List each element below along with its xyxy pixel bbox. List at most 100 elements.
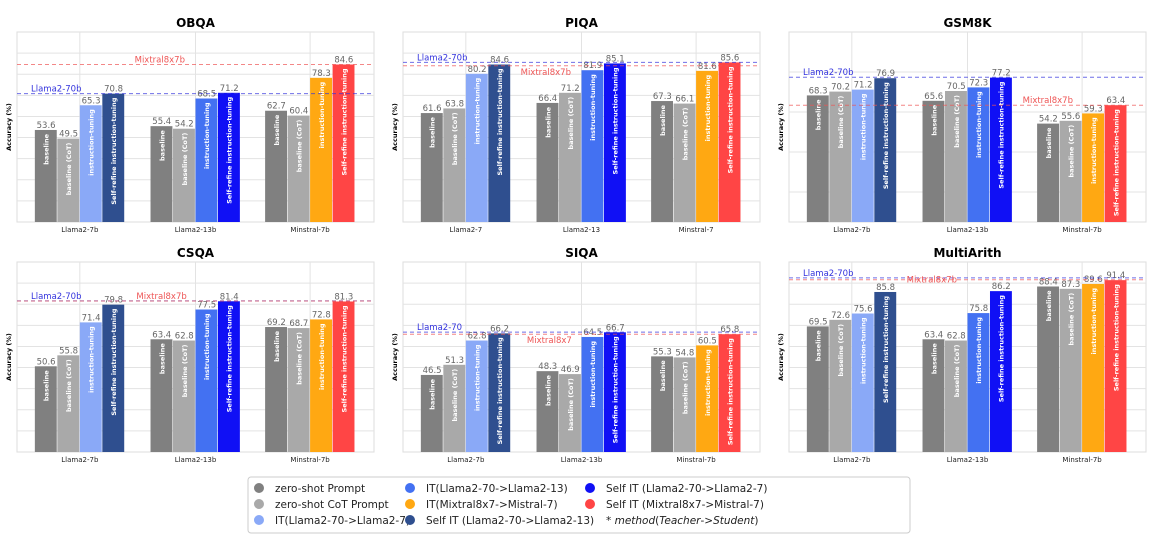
bar-inner-label: Self-refine instruction-tuning: [998, 295, 1006, 402]
x-tick-label: Llama2-7b: [61, 226, 99, 234]
bar-value-label: 70.5: [947, 82, 966, 92]
bar: [603, 63, 626, 223]
bar: [310, 77, 332, 222]
legend-label: zero-shot Prompt: [275, 483, 365, 495]
bar-value-label: 81.4: [220, 292, 239, 302]
chart-title: PIQA: [565, 16, 598, 30]
bar-value-label: 62.7: [267, 102, 286, 112]
bar-value-label: 78.3: [312, 69, 331, 79]
legend-marker: [405, 515, 415, 525]
bar-inner-label: Self-refine instruction-tuning: [882, 82, 890, 189]
legend-note-part: method: [615, 515, 656, 527]
bar-value-label: 65.6: [924, 92, 943, 102]
bar-value-label: 81.6: [698, 62, 717, 72]
bar: [1059, 120, 1082, 222]
bar-inner-label: baseline (CoT): [681, 361, 689, 414]
bar-inner-label: Self-refine instruction-tuning: [882, 296, 890, 403]
bar: [265, 110, 288, 222]
bar: [696, 345, 718, 452]
bar-inner-label: instruction-tuning: [203, 102, 211, 169]
x-tick-label: Minstral-7: [679, 226, 714, 234]
reference-line-label: Llama2-70b: [31, 85, 81, 95]
chart-title: GSM8K: [943, 16, 992, 30]
bar: [829, 91, 852, 222]
bar: [806, 95, 829, 222]
bar-inner-label: baseline (CoT): [65, 143, 73, 196]
bar-value-label: 68.3: [809, 86, 828, 96]
bar-value-label: 62.8: [947, 332, 966, 342]
bar-inner-label: Self-refine instruction-tuning: [1112, 284, 1120, 391]
legend-label: IT(Llama2-70->Llama2-13): [426, 483, 568, 495]
y-axis-label: Accuracy (%): [391, 333, 399, 381]
x-tick-label: Minstral-7b: [290, 456, 330, 464]
bar: [488, 333, 511, 452]
bar: [1104, 280, 1127, 452]
bar: [1037, 123, 1060, 222]
bar: [536, 371, 559, 452]
bar: [874, 78, 897, 222]
bar: [1059, 288, 1082, 452]
legend-note-part: (: [655, 515, 659, 527]
bar: [967, 87, 990, 223]
bar: [581, 70, 604, 222]
chart-obqa: OBQA Accuracy (%) Llama2-7b 53.6 baseline 49.…: [5, 16, 375, 234]
x-tick-label: Llama2-13b: [947, 226, 989, 234]
bar: [989, 291, 1012, 452]
bar: [465, 340, 488, 452]
bar-inner-label: baseline: [815, 330, 823, 361]
bar: [673, 357, 696, 452]
bar-inner-label: baseline: [429, 378, 437, 409]
bar-value-label: 63.8: [445, 99, 464, 109]
chart-title: MultiArith: [933, 246, 1001, 260]
bar: [287, 115, 310, 222]
bar-inner-label: baseline: [544, 375, 552, 406]
bar: [57, 138, 80, 222]
bar-inner-label: Self-refine instruction-tuning: [110, 97, 118, 204]
bar-value-label: 69.5: [809, 317, 828, 327]
bar-inner-label: Self-refine instruction-tuning: [726, 66, 734, 173]
bar-inner-label: instruction-tuning: [474, 77, 482, 144]
legend-marker: [585, 499, 595, 509]
reference-line-label: Llama2-70: [417, 323, 462, 333]
x-tick-label: Llama2-7b: [61, 456, 99, 464]
bar-value-label: 61.6: [423, 104, 442, 114]
bar: [1104, 105, 1127, 222]
bar: [332, 64, 355, 222]
bar-inner-label: baseline: [1045, 127, 1053, 158]
bar-inner-label: baseline (CoT): [451, 369, 459, 422]
bar: [651, 356, 674, 452]
bar: [559, 374, 581, 452]
bar: [718, 62, 741, 223]
bar-value-label: 66.7: [606, 323, 625, 333]
bar: [34, 129, 57, 222]
bar-value-label: 91.4: [1106, 271, 1125, 281]
bar: [829, 319, 852, 452]
bar-value-label: 85.1: [606, 54, 625, 64]
y-axis-label: Accuracy (%): [5, 103, 13, 151]
bar-inner-label: Self-refine instruction-tuning: [496, 68, 504, 175]
reference-line-label: Llama2-70b: [31, 292, 81, 302]
bar-value-label: 63.4: [924, 330, 943, 340]
bar-inner-label: Self-refine instruction-tuning: [340, 68, 348, 175]
x-tick-label: Llama2-13b: [947, 456, 989, 464]
bar-value-label: 77.5: [197, 301, 216, 311]
bar-inner-label: baseline: [158, 343, 166, 374]
bar-value-label: 46.5: [423, 366, 442, 376]
bar: [217, 92, 240, 222]
bar-inner-label: baseline (CoT): [181, 345, 189, 398]
legend-note-part: ): [754, 515, 758, 527]
bar-value-label: 55.8: [59, 346, 78, 356]
legend-label: zero-shot CoT Prompt: [275, 499, 389, 511]
bar: [443, 364, 466, 452]
bar: [195, 98, 218, 222]
bar-inner-label: Self-refine instruction-tuning: [110, 308, 118, 415]
bar: [851, 313, 874, 452]
bar-value-label: 49.5: [59, 130, 78, 140]
bar-inner-label: Self-refine instruction-tuning: [340, 305, 348, 412]
bar-inner-label: instruction-tuning: [88, 109, 96, 176]
bar-inner-label: baseline (CoT): [1067, 125, 1075, 178]
bar-value-label: 75.6: [854, 305, 873, 315]
bar: [150, 339, 173, 452]
bar-value-label: 84.6: [490, 56, 509, 66]
bar: [420, 113, 443, 222]
